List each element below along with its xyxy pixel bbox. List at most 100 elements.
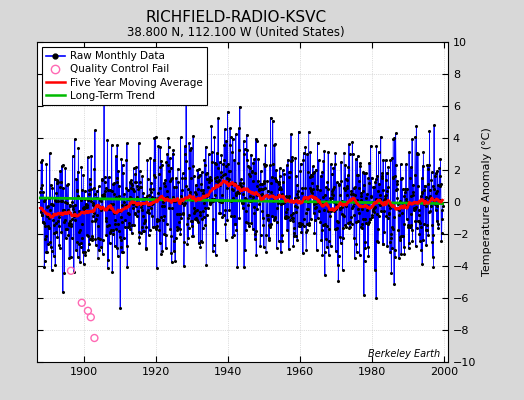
Point	[138, 223, 146, 230]
Point	[44, 241, 52, 248]
Point	[271, 175, 279, 181]
Point	[218, 213, 226, 220]
Point	[294, 128, 303, 135]
Point	[255, 186, 263, 193]
Point	[51, 261, 59, 268]
Point	[209, 216, 217, 222]
Point	[431, 196, 439, 202]
Point	[191, 188, 200, 195]
Point	[370, 204, 379, 210]
Point	[36, 209, 45, 215]
Point	[256, 242, 265, 249]
Point	[149, 200, 157, 206]
Point	[350, 212, 358, 218]
Point	[223, 174, 231, 181]
Point	[247, 198, 255, 204]
Point	[231, 221, 239, 228]
Point	[427, 194, 435, 201]
Point	[47, 244, 55, 250]
Point	[70, 209, 79, 215]
Point	[407, 193, 416, 200]
Point	[227, 186, 236, 192]
Point	[394, 195, 402, 202]
Point	[184, 211, 193, 218]
Point	[434, 182, 442, 188]
Point	[244, 171, 253, 177]
Point	[82, 201, 91, 207]
Point	[250, 156, 258, 162]
Point	[141, 195, 150, 202]
Point	[190, 208, 199, 214]
Point	[66, 202, 74, 209]
Point	[112, 194, 121, 200]
Point	[101, 218, 110, 224]
Point	[290, 225, 299, 232]
Point	[77, 164, 85, 171]
Point	[397, 175, 405, 182]
Point	[232, 190, 241, 196]
Point	[397, 233, 406, 240]
Point	[204, 191, 213, 198]
Point	[39, 188, 47, 195]
Point	[180, 263, 188, 269]
Point	[80, 188, 89, 194]
Point	[118, 202, 126, 208]
Point	[171, 198, 180, 204]
Point	[175, 198, 183, 204]
Point	[205, 176, 213, 182]
Point	[46, 239, 54, 245]
Point	[201, 222, 210, 228]
Point	[41, 222, 49, 229]
Point	[111, 221, 119, 227]
Point	[237, 187, 245, 193]
Point	[194, 219, 202, 225]
Point	[427, 177, 435, 183]
Point	[388, 155, 397, 161]
Point	[412, 122, 421, 129]
Point	[228, 149, 236, 155]
Point	[58, 162, 67, 168]
Point	[302, 247, 310, 253]
Point	[338, 198, 346, 204]
Point	[205, 179, 213, 185]
Point	[144, 202, 152, 208]
Point	[117, 249, 126, 256]
Point	[270, 215, 279, 222]
Point	[209, 248, 217, 254]
Point	[257, 168, 265, 174]
Point	[228, 234, 237, 240]
Point	[87, 153, 95, 159]
Point	[433, 221, 442, 227]
Point	[215, 210, 224, 216]
Point	[151, 195, 159, 201]
Point	[126, 177, 135, 184]
Point	[389, 175, 398, 181]
Point	[158, 217, 167, 224]
Point	[157, 158, 166, 164]
Point	[415, 218, 423, 224]
Point	[239, 138, 248, 144]
Point	[256, 181, 264, 188]
Point	[198, 239, 206, 245]
Point	[367, 194, 375, 200]
Point	[321, 272, 329, 278]
Point	[391, 130, 400, 136]
Point	[308, 190, 316, 196]
Point	[266, 114, 275, 121]
Point	[166, 155, 174, 162]
Point	[171, 196, 179, 203]
Point	[336, 206, 344, 212]
Point	[167, 164, 175, 171]
Point	[69, 203, 78, 209]
Point	[313, 182, 321, 189]
Point	[246, 165, 254, 171]
Point	[415, 231, 423, 238]
Point	[310, 168, 319, 175]
Point	[199, 186, 208, 193]
Point	[254, 178, 262, 184]
Point	[144, 206, 152, 213]
Point	[203, 170, 211, 176]
Point	[388, 174, 397, 180]
Point	[49, 202, 57, 208]
Point	[344, 220, 352, 227]
